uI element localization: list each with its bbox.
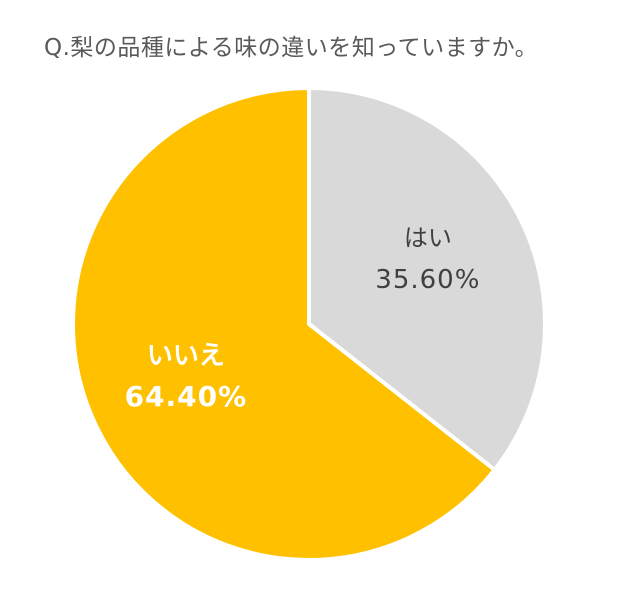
pie-slices [71, 86, 547, 562]
chart-title: Q.梨の品種による味の違いを知っていますか。 [44, 35, 539, 61]
pie-slice-2 [71, 86, 497, 562]
slice-value-1: 35.60% [375, 265, 480, 295]
slice-value-2: 64.40% [125, 380, 248, 413]
slice-label-2: いいえ [147, 341, 225, 371]
pie-slice-1 [307, 86, 547, 472]
slice-label-1: はい [404, 224, 452, 252]
pie-labels: はい 35.60% いいえ 64.40% [125, 224, 480, 413]
